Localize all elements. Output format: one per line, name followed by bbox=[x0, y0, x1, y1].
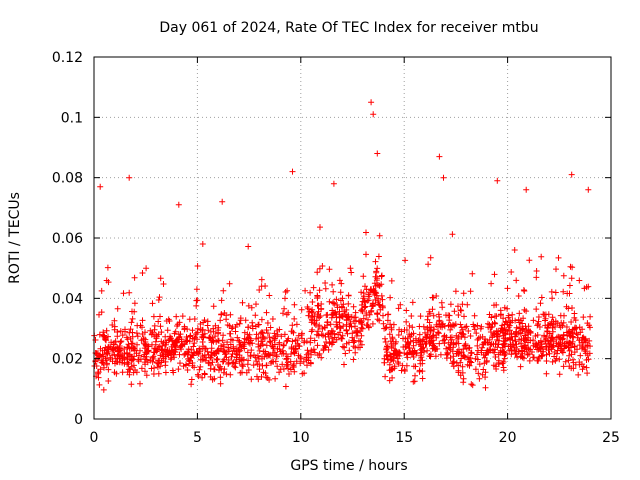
x-tick-label: 25 bbox=[602, 430, 620, 446]
y-tick-label: 0.06 bbox=[52, 231, 83, 247]
y-axis-label: ROTI / TECUs bbox=[7, 192, 23, 284]
y-tick-label: 0.12 bbox=[52, 50, 83, 66]
x-tick-label: 0 bbox=[90, 430, 99, 446]
y-tick-label: 0.08 bbox=[52, 171, 83, 187]
chart-title: Day 061 of 2024, Rate Of TEC Index for r… bbox=[159, 20, 538, 36]
roti-series-markers bbox=[91, 99, 594, 393]
x-axis-label: GPS time / hours bbox=[290, 458, 407, 474]
y-tick-label: 0.1 bbox=[61, 110, 83, 126]
y-tick-label: 0.04 bbox=[52, 291, 83, 307]
x-tick-label: 20 bbox=[499, 430, 517, 446]
x-tick-label: 15 bbox=[395, 430, 413, 446]
data-points bbox=[91, 99, 594, 393]
x-tick-label: 10 bbox=[292, 430, 310, 446]
x-tick-label: 5 bbox=[193, 430, 202, 446]
y-tick-label: 0 bbox=[74, 412, 83, 428]
grid-lines bbox=[94, 57, 611, 419]
y-tick-label: 0.02 bbox=[52, 352, 83, 368]
axis-ticks: 0 5 10 15 20 25 0 0.02 0.04 0.06 0.08 0.1 0.12 bbox=[52, 50, 620, 446]
